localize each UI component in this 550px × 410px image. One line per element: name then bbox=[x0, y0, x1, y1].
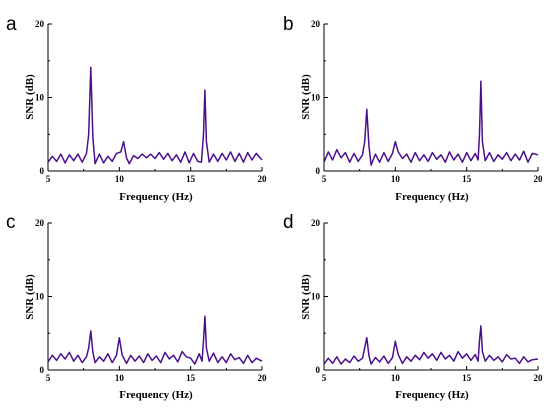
panel-b-letter: b bbox=[283, 14, 294, 35]
panel-a-letter: a bbox=[6, 14, 17, 35]
panel-c-letter: c bbox=[6, 212, 16, 233]
panel-b-y-tick-label: 10 bbox=[311, 93, 321, 103]
panel-c-y-tick-label: 10 bbox=[35, 292, 45, 302]
panel-b-y-tick-label: 20 bbox=[311, 19, 321, 29]
panel-d-x-tick-label: 10 bbox=[391, 373, 401, 383]
panel-d-axes: 5 10 15 20 0 10 20 bbox=[311, 218, 543, 383]
panel-a-xlabel: Frequency (Hz) bbox=[119, 191, 193, 203]
panel-b-x-tick-label: 10 bbox=[391, 174, 401, 184]
panel-d-y-tick-label: 20 bbox=[311, 218, 321, 228]
panel-a-y-tick-label: 10 bbox=[35, 93, 45, 103]
panel-c-x-tick-label: 20 bbox=[258, 373, 268, 383]
panel-b-axes: 5 10 15 20 0 10 20 bbox=[311, 19, 543, 184]
panel-a-ylabel: SNR (dB) bbox=[24, 74, 36, 120]
panel-c-y-tick-label: 0 bbox=[40, 365, 45, 375]
panel-d-y-tick-label: 0 bbox=[316, 365, 321, 375]
panel-c-y-tick-label: 20 bbox=[35, 218, 45, 228]
panel-a-y-tick-label: 0 bbox=[40, 166, 45, 176]
panel-b: b 5 10 15 20 0 10 20 Frequency (Hz) SNR (dB) bbox=[283, 14, 543, 203]
panel-a-x-tick-label: 15 bbox=[186, 174, 196, 184]
panel-d-y-tick-label: 10 bbox=[311, 292, 321, 302]
panel-d-letter: d bbox=[283, 212, 294, 233]
panel-a-x-tick-label: 10 bbox=[115, 174, 125, 184]
panel-d: d 5 10 15 20 0 10 20 Frequency (Hz) SNR (dB) bbox=[283, 212, 543, 401]
panel-b-x-tick-label: 20 bbox=[534, 174, 544, 184]
panel-a-x-tick-label: 5 bbox=[46, 174, 51, 184]
panel-c-axes: 5 10 15 20 0 10 20 bbox=[35, 218, 267, 383]
panel-b-xlabel: Frequency (Hz) bbox=[395, 191, 469, 203]
panel-d-x-tick-label: 5 bbox=[322, 373, 327, 383]
panel-b-x-tick-label: 5 bbox=[322, 174, 327, 184]
panel-a-y-tick-label: 20 bbox=[35, 19, 45, 29]
panel-a-axes: 5 10 15 20 0 10 20 bbox=[35, 19, 267, 184]
panel-d-x-tick-label: 20 bbox=[534, 373, 544, 383]
panel-c-x-tick-label: 15 bbox=[186, 373, 196, 383]
panel-b-x-tick-label: 15 bbox=[462, 174, 472, 184]
panel-a-series-line bbox=[47, 66, 263, 165]
panel-c-series-line bbox=[47, 315, 263, 365]
panel-d-x-tick-label: 15 bbox=[462, 373, 472, 383]
panel-c-xlabel: Frequency (Hz) bbox=[119, 389, 193, 401]
panel-a-x-tick-label: 20 bbox=[258, 174, 268, 184]
panel-b-ylabel: SNR (dB) bbox=[300, 74, 312, 120]
panel-c: c 5 10 15 20 0 10 20 Frequency (Hz) SNR (dB) bbox=[6, 212, 267, 401]
panel-d-xlabel: Frequency (Hz) bbox=[395, 389, 469, 401]
panel-d-series-line bbox=[323, 325, 539, 365]
panel-a: a 5 10 15 20 0 10 20 Frequency (Hz) SNR (dB) bbox=[6, 14, 267, 203]
panel-c-x-tick-label: 5 bbox=[46, 373, 51, 383]
panel-b-series-line bbox=[323, 80, 539, 166]
panel-c-x-tick-label: 10 bbox=[115, 373, 125, 383]
panel-b-y-tick-label: 0 bbox=[316, 166, 321, 176]
panel-d-ylabel: SNR (dB) bbox=[300, 274, 312, 320]
panel-c-ylabel: SNR (dB) bbox=[24, 274, 36, 320]
